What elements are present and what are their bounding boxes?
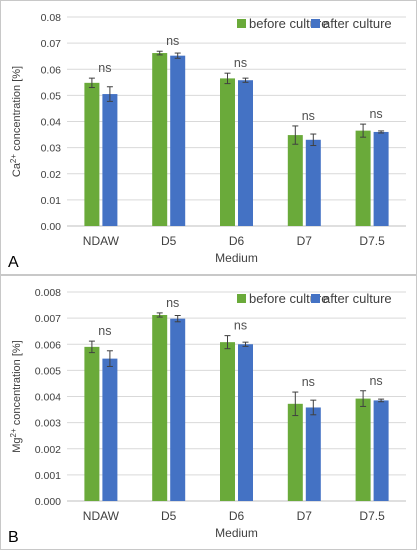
y-axis-title-ion: Mg — [11, 437, 23, 452]
x-tick-label: NDAW — [83, 509, 120, 523]
y-tick-label: 0.08 — [41, 12, 62, 24]
legend-swatch-after — [311, 19, 320, 28]
significance-label: ns — [369, 107, 382, 121]
bar-before-culture — [287, 403, 303, 501]
y-tick-label: 0.05 — [41, 90, 62, 102]
y-tick-label: 0.07 — [41, 38, 62, 50]
y-tick-label: 0.001 — [35, 470, 61, 482]
bar-after-culture — [102, 358, 118, 501]
y-tick-label: 0.01 — [41, 195, 62, 207]
x-tick-label: NDAW — [83, 234, 120, 248]
y-axis-title-rest: concentration [%] — [11, 340, 23, 428]
significance-label: ns — [98, 61, 111, 75]
y-tick-label: 0.006 — [35, 339, 61, 351]
significance-label: ns — [234, 319, 247, 333]
significance-label: ns — [302, 109, 315, 123]
bar-before-culture — [220, 78, 235, 226]
x-tick-label: D5 — [161, 234, 177, 248]
bar-after-culture — [238, 80, 253, 226]
y-tick-label: 0.04 — [41, 117, 62, 129]
bar-after-culture — [305, 407, 321, 501]
y-tick-label: 0.003 — [35, 418, 61, 430]
panel-label: A — [8, 254, 19, 271]
x-tick-label: D7.5 — [359, 509, 385, 523]
bar-before-culture — [84, 82, 100, 227]
y-axis-title-rest: concentration [%] — [11, 66, 23, 154]
bar-after-culture — [238, 344, 253, 501]
legend-label: after culture — [323, 291, 392, 306]
x-tick-label: D7 — [297, 234, 313, 248]
bar-before-culture — [287, 135, 303, 226]
y-tick-label: 0.000 — [35, 496, 61, 508]
y-axis-title-charge: 2+ — [9, 154, 18, 163]
bar-before-culture — [220, 342, 235, 501]
panel-a: 0.00 0.01 0.02 0.03 0.04 0.05 0.06 0.07 0.08 ns ND… — [0, 0, 417, 275]
x-axis-title: Medium — [215, 526, 258, 540]
y-axis-title: Ca2+ concentration [%] — [9, 66, 23, 177]
bar-before-culture — [355, 130, 371, 226]
legend-swatch-before — [237, 294, 246, 303]
bar-after-culture — [373, 131, 389, 226]
panel-label: B — [8, 529, 19, 546]
calcium-chart: 0.00 0.01 0.02 0.03 0.04 0.05 0.06 0.07 0.08 ns ND… — [8, 12, 406, 271]
x-tick-label: D5 — [161, 509, 177, 523]
significance-label: ns — [98, 324, 111, 338]
legend-label: before culture — [249, 291, 329, 306]
y-tick-label: 0.06 — [41, 64, 62, 76]
bar-after-culture — [170, 55, 186, 226]
legend-label: after culture — [323, 16, 392, 31]
legend-label: before culture — [249, 16, 329, 31]
y-axis-title-ion: Ca — [11, 162, 23, 177]
bar-after-culture — [170, 318, 186, 501]
legend-swatch-before — [237, 19, 246, 28]
x-axis-title: Medium — [215, 251, 258, 265]
x-tick-label: D7.5 — [359, 234, 385, 248]
significance-label: ns — [234, 56, 247, 70]
panel-b: 0.000 0.001 0.002 0.003 0.004 0.005 0.006 0.007… — [0, 275, 417, 550]
significance-label: ns — [369, 374, 382, 388]
legend-swatch-after — [311, 294, 320, 303]
bar-after-culture — [305, 139, 321, 226]
x-tick-label: D6 — [229, 509, 245, 523]
y-tick-label: 0.03 — [41, 143, 62, 155]
y-tick-label: 0.002 — [35, 444, 61, 456]
y-tick-label: 0.008 — [35, 287, 61, 299]
significance-label: ns — [166, 296, 179, 310]
y-tick-label: 0.005 — [35, 365, 61, 377]
x-tick-label: D6 — [229, 234, 245, 248]
y-axis-title: Mg2+ concentration [%] — [9, 340, 23, 452]
bar-after-culture — [373, 400, 389, 501]
bar-before-culture — [152, 53, 168, 226]
y-tick-label: 0.02 — [41, 169, 62, 181]
bar-before-culture — [152, 314, 168, 501]
bar-before-culture — [355, 398, 371, 501]
y-tick-label: 0.007 — [35, 313, 61, 325]
bar-after-culture — [102, 94, 118, 226]
y-tick-label: 0.00 — [41, 221, 62, 233]
y-axis-title-charge: 2+ — [9, 428, 18, 437]
magnesium-chart: 0.000 0.001 0.002 0.003 0.004 0.005 0.006 0.007… — [8, 287, 406, 546]
y-tick-label: 0.004 — [35, 392, 61, 404]
significance-label: ns — [302, 375, 315, 389]
significance-label: ns — [166, 34, 179, 48]
bar-before-culture — [84, 346, 100, 501]
x-tick-label: D7 — [297, 509, 313, 523]
